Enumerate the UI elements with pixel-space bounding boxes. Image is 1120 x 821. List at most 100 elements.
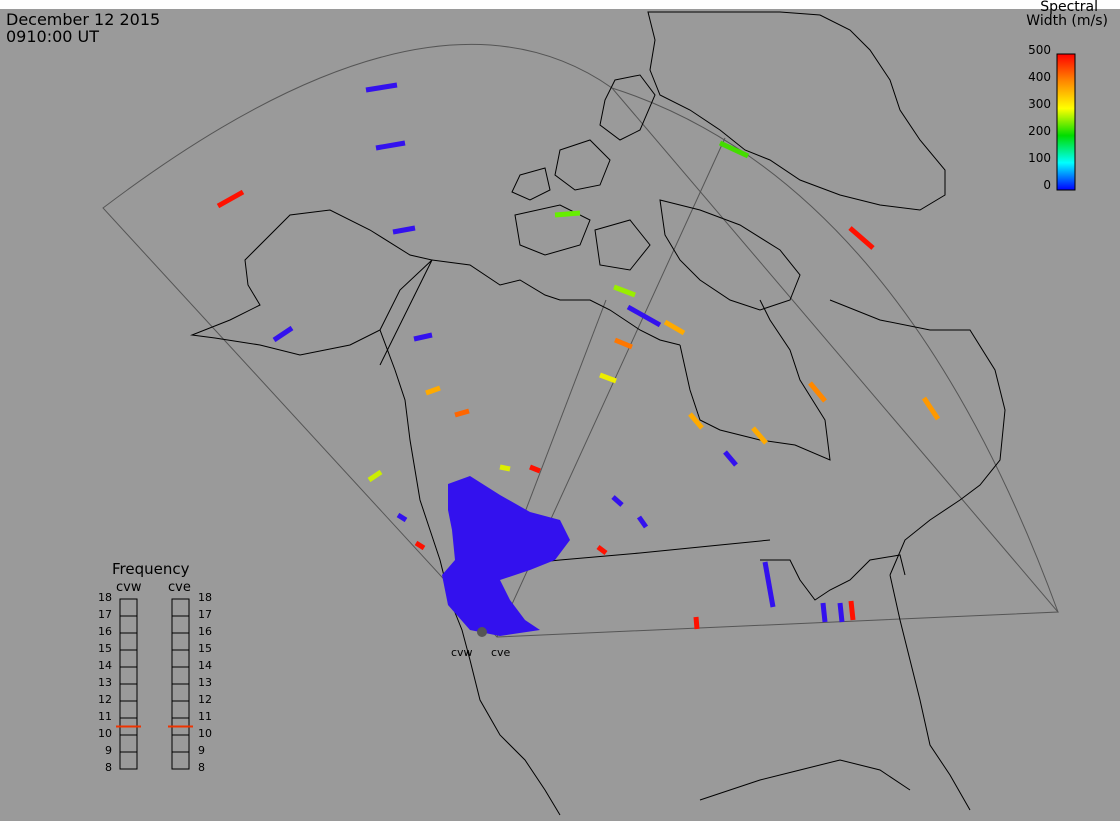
echo-segment (375, 140, 406, 151)
coastlines (190, 11, 1006, 816)
top-white-strip (0, 0, 1120, 9)
fov-outline (102, 44, 1060, 638)
atlantic-coast (889, 574, 971, 811)
radar-label-cvw: cvw (451, 646, 473, 659)
echo-segment (216, 189, 245, 209)
frequency-tick-left: 14 (98, 659, 112, 672)
frequency-tick-right: 15 (198, 642, 212, 655)
echo-segment (554, 210, 581, 218)
frequency-tick-right: 18 (198, 591, 212, 604)
echo-segment (663, 319, 686, 336)
echo-segment (499, 464, 511, 472)
echo-segments (216, 82, 941, 630)
colorbar-title-line1: Spectral (1040, 0, 1098, 15)
echo-segment (636, 515, 649, 529)
echo-segment (688, 412, 704, 430)
gulf-coast (699, 759, 911, 801)
frequency-tick-left: 11 (98, 710, 112, 723)
echo-segment (365, 82, 398, 93)
frequency-boxes (119, 598, 190, 770)
labrador-coast (829, 299, 1006, 576)
freq-box-dividers (120, 615, 189, 753)
frequency-tick-left: 16 (98, 625, 112, 638)
frequency-tick-left: 18 (98, 591, 112, 604)
greenland-coast (647, 11, 946, 211)
frequency-tick-left: 13 (98, 676, 112, 689)
echo-segment (414, 540, 426, 551)
arctic-island-1 (511, 167, 551, 201)
hudson-bay-coast (679, 299, 831, 461)
colorbar-tick: 500 (1028, 43, 1051, 57)
echo-segment (808, 381, 827, 403)
echo-segment (820, 602, 828, 623)
alaska-coast (190, 209, 434, 356)
frequency-tick-left: 10 (98, 727, 112, 740)
frequency-tick-right: 12 (198, 693, 212, 706)
frequency-column-cvw: cvw (116, 580, 142, 595)
frequency-tick-right: 10 (198, 727, 212, 740)
echo-segment (529, 464, 541, 474)
time-label: 0910:00 UT (6, 27, 100, 46)
echo-segment (718, 140, 750, 159)
colorbar-scale (1056, 53, 1076, 191)
echo-segment (848, 226, 875, 250)
echo-segment (413, 332, 433, 342)
frequency-tick-right: 16 (198, 625, 212, 638)
fov-boundary (102, 44, 1060, 638)
alaska-canada-border (379, 259, 433, 366)
frequency-tick-right: 9 (198, 744, 205, 757)
colorbar-tick: 100 (1028, 151, 1051, 165)
echo-segment (613, 284, 636, 298)
ellesmere-coast (599, 74, 656, 141)
colorbar-tick: 300 (1028, 97, 1051, 111)
frequency-tick-left: 15 (98, 642, 112, 655)
echo-segment (272, 325, 294, 343)
echo-segment (921, 396, 941, 421)
devon-island-coast (554, 139, 611, 191)
colorbar-tick: 0 (1043, 178, 1051, 192)
fov-outer-arc-east (611, 87, 1059, 613)
colorbar-tick: 400 (1028, 70, 1051, 84)
great-lakes (760, 554, 906, 601)
echo-segment (626, 304, 662, 328)
arctic-island-2 (594, 219, 651, 271)
echo-segment (837, 602, 845, 623)
radar-backscatter (442, 476, 570, 636)
echo-segment (367, 469, 383, 483)
date-label: December 12 2015 (6, 10, 161, 29)
scatter-main-cluster (442, 476, 570, 636)
radar-site-marker (477, 627, 487, 637)
echo-segment (392, 225, 416, 235)
echo-segment (723, 450, 738, 467)
echo-segment (425, 385, 441, 396)
frequency-tick-right: 13 (198, 676, 212, 689)
radar-label-cve: cve (491, 646, 511, 659)
victoria-island-coast (514, 204, 591, 256)
frequency-tick-left: 8 (105, 761, 112, 774)
frequency-tick-right: 17 (198, 608, 212, 621)
frequency-tick-left: 17 (98, 608, 112, 621)
echo-segment (396, 512, 408, 523)
echo-segment (614, 337, 633, 350)
echo-segment (454, 408, 470, 418)
mainland-north-coast (431, 259, 681, 346)
frequency-tick-right: 8 (198, 761, 205, 774)
echo-segment (599, 372, 617, 384)
echo-segment (762, 561, 776, 608)
frequency-tick-right: 11 (198, 710, 212, 723)
echo-segment (611, 495, 624, 507)
frequency-column-cve: cve (168, 580, 191, 595)
baffin-island-coast (659, 199, 801, 311)
echo-segment (693, 616, 700, 630)
frequency-title: Frequency (112, 560, 190, 578)
echo-segment (848, 600, 856, 621)
frequency-tick-right: 14 (198, 659, 212, 672)
echo-segment (596, 545, 608, 555)
colorbar-tick: 200 (1028, 124, 1051, 138)
frequency-tick-left: 12 (98, 693, 112, 706)
colorbar-title-line2: Width (m/s) (1026, 13, 1108, 29)
echo-segment (751, 426, 768, 445)
frequency-tick-left: 9 (105, 744, 112, 757)
